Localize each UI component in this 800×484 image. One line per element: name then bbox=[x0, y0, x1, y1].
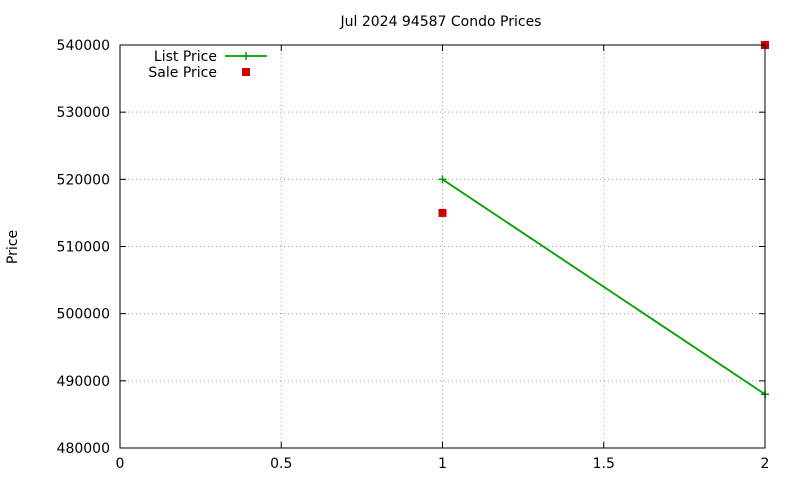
sale-price-point bbox=[438, 208, 447, 217]
x-tick-label: 0.5 bbox=[270, 456, 292, 472]
list-price-point bbox=[438, 175, 447, 184]
y-tick-label: 480000 bbox=[57, 441, 110, 457]
legend-label-sale-price: Sale Price bbox=[148, 65, 217, 81]
y-tick-label: 490000 bbox=[57, 374, 110, 390]
y-tick-label: 510000 bbox=[57, 240, 110, 256]
series-layer bbox=[438, 41, 769, 399]
y-axis-label: Price bbox=[5, 230, 21, 264]
grid-layer bbox=[120, 45, 765, 448]
x-tick-label: 2 bbox=[761, 456, 770, 472]
list-price-line bbox=[442, 178, 766, 396]
x-tick-label: 1 bbox=[438, 456, 447, 472]
legend-label-list-price: List Price bbox=[154, 49, 217, 65]
y-tick-label: 530000 bbox=[57, 105, 110, 121]
tick-layer: 0 0.5 1 1.5 2 480000 490000 500000 510000 520000 5… bbox=[57, 38, 770, 472]
y-tick-label: 540000 bbox=[57, 38, 110, 54]
x-tick-label: 1.5 bbox=[593, 456, 615, 472]
y-tick-label: 520000 bbox=[57, 172, 110, 188]
chart-title: Jul 2024 94587 Condo Prices bbox=[340, 14, 542, 30]
y-tick-label: 500000 bbox=[57, 307, 110, 323]
legend-swatch-marker-list-price bbox=[242, 52, 250, 60]
x-tick-label: 0 bbox=[116, 456, 125, 472]
legend-swatch-marker-sale-price bbox=[242, 68, 250, 76]
